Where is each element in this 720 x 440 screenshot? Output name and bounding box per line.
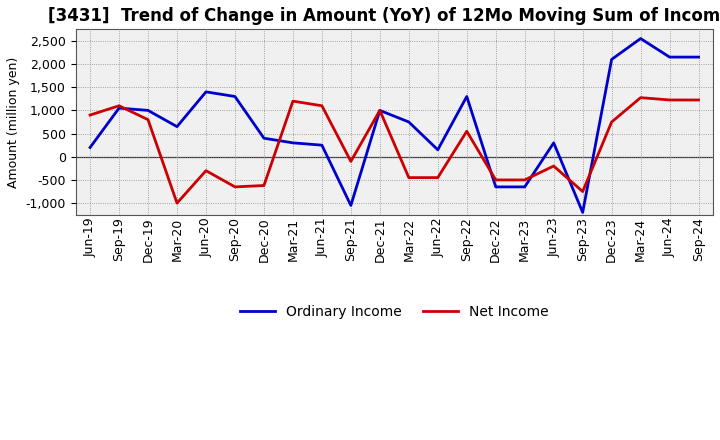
Ordinary Income [114, 106, 123, 111]
Title: [3431]  Trend of Change in Amount (YoY) of 12Mo Moving Sum of Incomes: [3431] Trend of Change in Amount (YoY) o… [48, 7, 720, 25]
Ordinary Income [260, 136, 269, 141]
Net Income [665, 97, 674, 103]
Net Income [346, 159, 355, 164]
Net Income [462, 128, 471, 134]
Net Income [202, 168, 210, 173]
Ordinary Income [462, 94, 471, 99]
Ordinary Income [376, 108, 384, 113]
Net Income [230, 184, 239, 190]
Net Income [578, 189, 587, 194]
Ordinary Income [86, 145, 94, 150]
Ordinary Income [608, 57, 616, 62]
Y-axis label: Amount (million yen): Amount (million yen) [7, 56, 20, 187]
Net Income [114, 103, 123, 108]
Ordinary Income [202, 89, 210, 95]
Ordinary Income [173, 124, 181, 129]
Ordinary Income [346, 203, 355, 208]
Ordinary Income [433, 147, 442, 152]
Ordinary Income [492, 184, 500, 190]
Ordinary Income [578, 210, 587, 215]
Ordinary Income [289, 140, 297, 146]
Ordinary Income [636, 36, 645, 41]
Net Income [289, 99, 297, 104]
Net Income [521, 177, 529, 183]
Ordinary Income [521, 184, 529, 190]
Ordinary Income [694, 55, 703, 60]
Ordinary Income [549, 140, 558, 146]
Net Income [433, 175, 442, 180]
Net Income [636, 95, 645, 100]
Legend: Ordinary Income, Net Income: Ordinary Income, Net Income [235, 300, 554, 325]
Ordinary Income [405, 119, 413, 125]
Net Income [608, 119, 616, 125]
Net Income [318, 103, 326, 108]
Net Income [549, 163, 558, 169]
Net Income [144, 117, 153, 122]
Ordinary Income [318, 143, 326, 148]
Ordinary Income [230, 94, 239, 99]
Net Income [260, 183, 269, 188]
Net Income [86, 112, 94, 117]
Net Income [173, 201, 181, 206]
Ordinary Income [144, 108, 153, 113]
Net Income [694, 97, 703, 103]
Line: Net Income: Net Income [90, 98, 698, 203]
Net Income [405, 175, 413, 180]
Line: Ordinary Income: Ordinary Income [90, 39, 698, 213]
Net Income [376, 108, 384, 113]
Ordinary Income [665, 55, 674, 60]
Net Income [492, 177, 500, 183]
